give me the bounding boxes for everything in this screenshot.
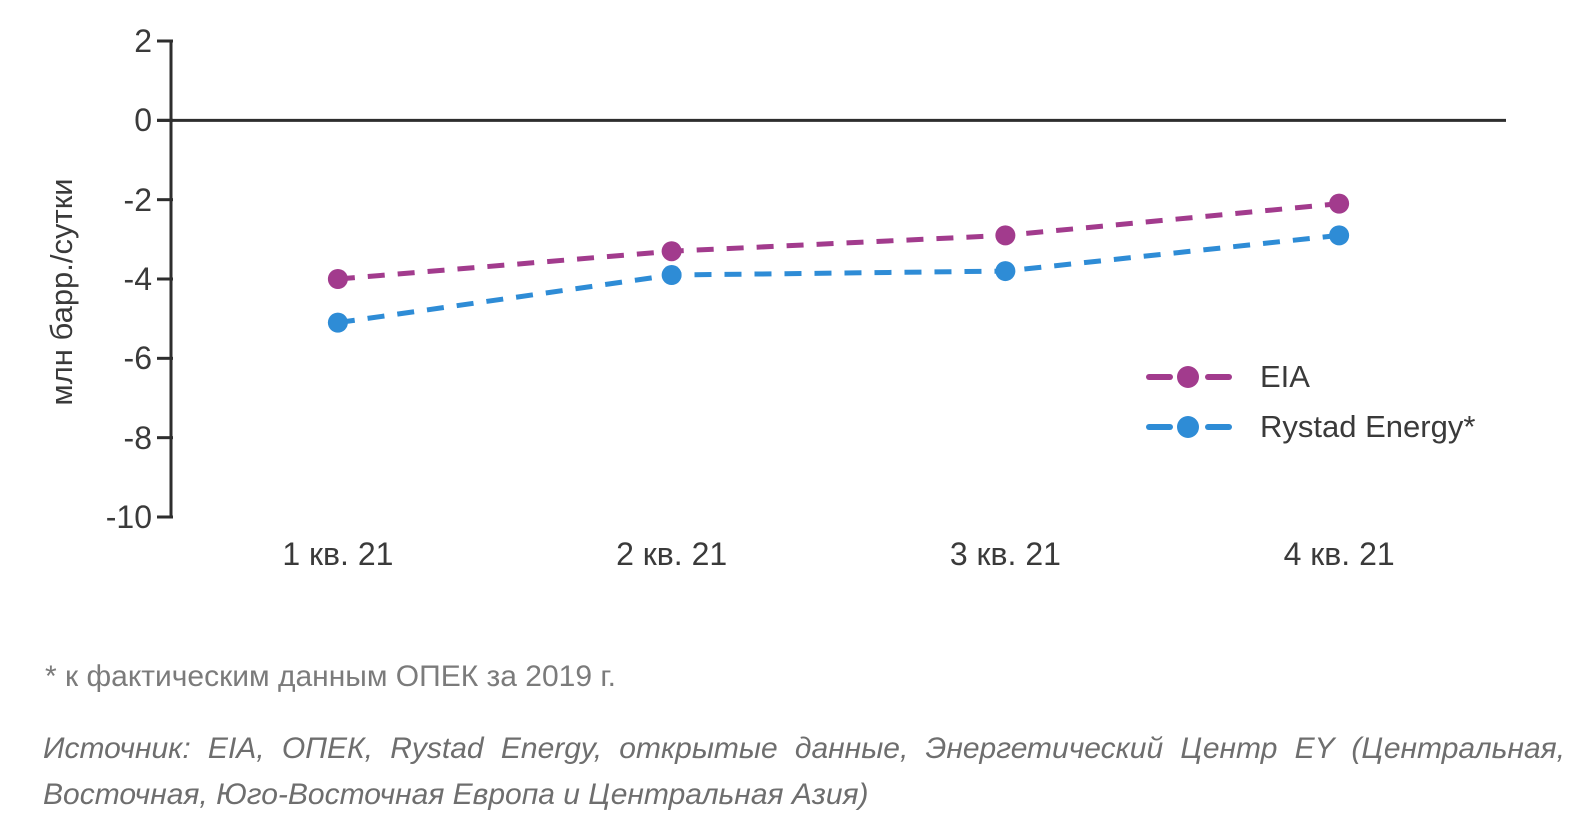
rystad-dashed-line-marker-icon — [1146, 416, 1232, 438]
source-line-1: Источник: EIA, ОПЕК, Rystad Energy, откр… — [43, 732, 1565, 765]
oil-demand-line-chart: млн барр./сутки 2 0 -2 -4 -6 -8 -10 1 кв. 21 2 … — [44, 23, 1506, 572]
legend: EIA Rystad Energy* — [1146, 354, 1475, 450]
y-axis-title: млн барр./сутки — [44, 178, 79, 406]
legend-label-eia: EIA — [1260, 359, 1310, 394]
eia-dashed-line-marker-icon — [1146, 366, 1232, 388]
source-citation: Источник: EIA, ОПЕК, Rystad Energy, откр… — [43, 726, 1565, 818]
legend-item-rystad: Rystad Energy* — [1146, 404, 1475, 450]
legend-item-eia: EIA — [1146, 354, 1475, 400]
legend-label-rystad: Rystad Energy* — [1260, 409, 1476, 444]
footnote: * к фактическим данным ОПЕК за 2019 г. — [45, 660, 616, 693]
source-line-2: Восточная, Юго-Восточная Европа и Центра… — [43, 778, 869, 811]
plot-canvas — [157, 39, 1506, 519]
